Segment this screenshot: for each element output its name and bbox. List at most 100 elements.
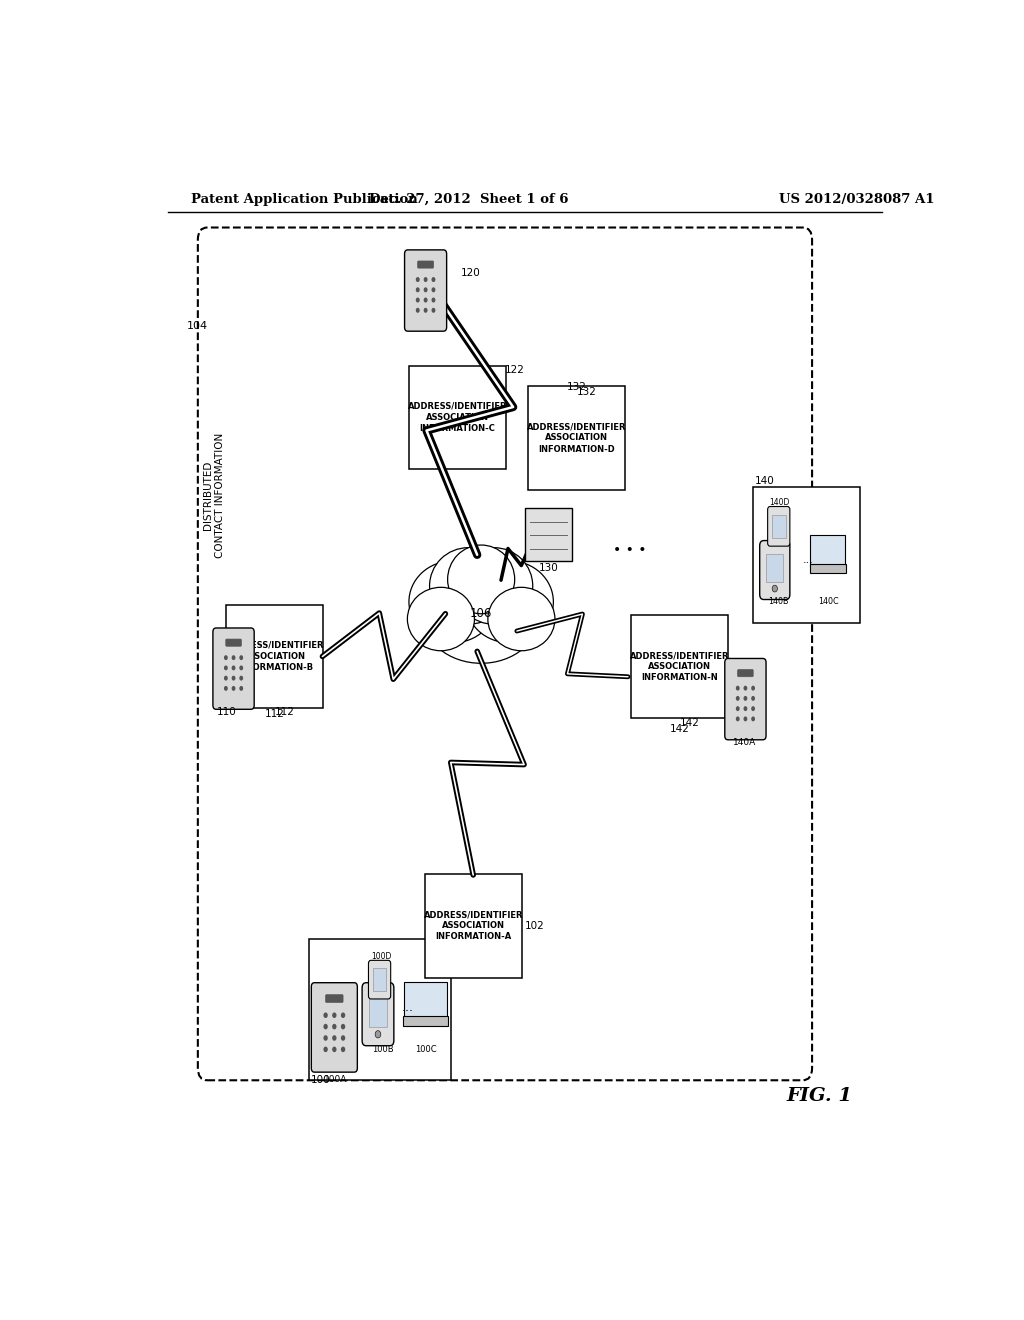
Circle shape: [341, 1047, 345, 1052]
Circle shape: [224, 686, 227, 690]
Text: 100A: 100A: [324, 1076, 347, 1084]
Circle shape: [332, 1012, 337, 1018]
Text: ...: ...: [803, 554, 813, 565]
Circle shape: [416, 288, 420, 292]
Text: 122: 122: [505, 364, 525, 375]
Circle shape: [736, 706, 739, 711]
Circle shape: [341, 1012, 345, 1018]
FancyBboxPatch shape: [404, 249, 446, 331]
Circle shape: [332, 1024, 337, 1030]
Text: 132: 132: [577, 387, 596, 397]
FancyBboxPatch shape: [326, 995, 343, 1002]
Text: 140D: 140D: [769, 498, 790, 507]
Circle shape: [424, 288, 428, 292]
Circle shape: [424, 277, 428, 282]
Text: 140C: 140C: [818, 598, 839, 606]
FancyBboxPatch shape: [226, 605, 324, 709]
FancyBboxPatch shape: [810, 564, 846, 573]
FancyBboxPatch shape: [768, 507, 790, 546]
Circle shape: [736, 717, 739, 721]
Ellipse shape: [422, 564, 541, 663]
FancyBboxPatch shape: [754, 487, 860, 623]
FancyBboxPatch shape: [225, 639, 242, 647]
Text: ADDRESS/IDENTIFIER
ASSOCIATION
INFORMATION-B: ADDRESS/IDENTIFIER ASSOCIATION INFORMATI…: [225, 640, 325, 672]
Text: 100: 100: [310, 1076, 330, 1085]
Text: 106: 106: [470, 607, 493, 620]
Circle shape: [324, 1012, 328, 1018]
Circle shape: [332, 1035, 337, 1040]
FancyBboxPatch shape: [528, 385, 625, 490]
Circle shape: [416, 308, 420, 313]
FancyBboxPatch shape: [772, 515, 785, 539]
Circle shape: [324, 1024, 328, 1030]
Text: 102: 102: [524, 921, 545, 931]
Circle shape: [752, 706, 755, 711]
FancyBboxPatch shape: [369, 998, 387, 1027]
FancyBboxPatch shape: [766, 554, 783, 582]
Text: 112: 112: [274, 708, 295, 717]
Ellipse shape: [408, 587, 474, 651]
FancyBboxPatch shape: [725, 659, 766, 739]
Circle shape: [231, 676, 236, 681]
Text: ADDRESS/IDENTIFIER
ASSOCIATION
INFORMATION-C: ADDRESS/IDENTIFIER ASSOCIATION INFORMATI…: [408, 403, 507, 433]
Circle shape: [416, 297, 420, 302]
Circle shape: [743, 717, 748, 721]
FancyBboxPatch shape: [362, 982, 394, 1045]
FancyBboxPatch shape: [760, 541, 790, 599]
Circle shape: [772, 585, 777, 591]
Text: 100D: 100D: [372, 952, 392, 961]
Text: FIG. 1: FIG. 1: [786, 1086, 853, 1105]
Circle shape: [431, 288, 435, 292]
Text: • • •: • • •: [612, 543, 646, 557]
Circle shape: [240, 665, 243, 671]
Ellipse shape: [456, 548, 532, 624]
Circle shape: [240, 676, 243, 681]
Circle shape: [752, 685, 755, 690]
Ellipse shape: [430, 548, 507, 624]
Circle shape: [240, 686, 243, 690]
Circle shape: [375, 1031, 381, 1038]
Circle shape: [224, 655, 227, 660]
Circle shape: [743, 706, 748, 711]
FancyBboxPatch shape: [198, 227, 812, 1080]
Circle shape: [231, 686, 236, 690]
Circle shape: [736, 685, 739, 690]
Text: 140B: 140B: [768, 598, 788, 606]
Circle shape: [743, 685, 748, 690]
Circle shape: [224, 676, 227, 681]
Circle shape: [431, 308, 435, 313]
FancyBboxPatch shape: [525, 508, 572, 561]
Text: 130: 130: [539, 562, 559, 573]
FancyBboxPatch shape: [369, 961, 391, 999]
FancyBboxPatch shape: [309, 939, 451, 1080]
FancyBboxPatch shape: [404, 982, 447, 1020]
Circle shape: [752, 717, 755, 721]
Circle shape: [341, 1035, 345, 1040]
FancyBboxPatch shape: [373, 969, 386, 991]
Text: Dec. 27, 2012  Sheet 1 of 6: Dec. 27, 2012 Sheet 1 of 6: [370, 193, 569, 206]
Text: 100B: 100B: [373, 1044, 394, 1053]
FancyBboxPatch shape: [631, 615, 728, 718]
FancyBboxPatch shape: [811, 535, 846, 568]
Circle shape: [743, 696, 748, 701]
Circle shape: [231, 655, 236, 660]
Text: ADDRESS/IDENTIFIER
ASSOCIATION
INFORMATION-D: ADDRESS/IDENTIFIER ASSOCIATION INFORMATI…: [526, 422, 626, 454]
Text: 110: 110: [217, 708, 237, 717]
Text: ADDRESS/IDENTIFIER
ASSOCIATION
INFORMATION-N: ADDRESS/IDENTIFIER ASSOCIATION INFORMATI…: [630, 651, 729, 682]
Circle shape: [736, 696, 739, 701]
Circle shape: [431, 277, 435, 282]
Text: US 2012/0328087 A1: US 2012/0328087 A1: [778, 193, 934, 206]
Circle shape: [324, 1047, 328, 1052]
FancyBboxPatch shape: [737, 669, 754, 677]
FancyBboxPatch shape: [213, 628, 254, 709]
Ellipse shape: [487, 587, 555, 651]
Circle shape: [332, 1047, 337, 1052]
Text: DISTRIBUTED
CONTACT INFORMATION: DISTRIBUTED CONTACT INFORMATION: [203, 433, 224, 558]
Text: 142: 142: [670, 723, 689, 734]
FancyBboxPatch shape: [311, 982, 357, 1072]
Text: Patent Application Publication: Patent Application Publication: [191, 193, 418, 206]
Ellipse shape: [409, 561, 497, 643]
Ellipse shape: [466, 561, 553, 643]
Circle shape: [424, 308, 428, 313]
Circle shape: [341, 1024, 345, 1030]
